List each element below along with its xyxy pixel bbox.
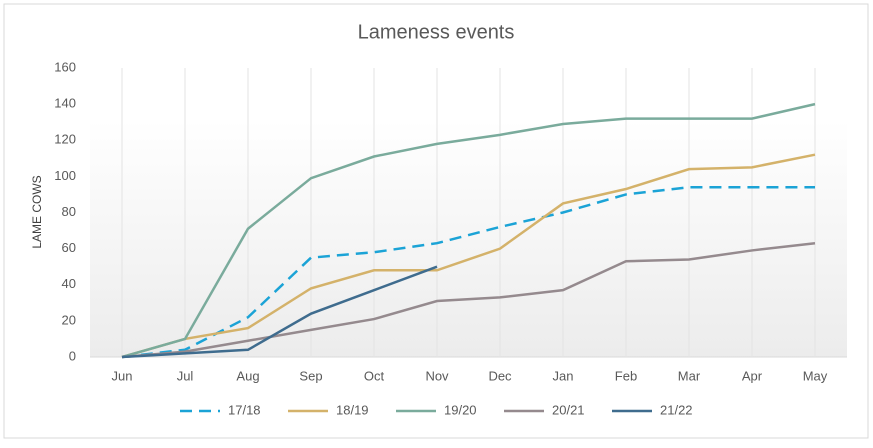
plot-background (90, 120, 847, 357)
legend-label: 21/22 (660, 402, 693, 417)
x-tick-label: Dec (488, 368, 512, 383)
y-tick-label: 100 (54, 168, 76, 183)
series-line (121, 241, 816, 359)
legend-label: 19/20 (444, 402, 477, 417)
y-tick-label: 40 (62, 276, 76, 291)
x-tick-label: Apr (742, 368, 763, 383)
x-tick-label: Aug (236, 368, 259, 383)
x-tick-label: May (803, 368, 828, 383)
x-tick-label: Jan (553, 368, 574, 383)
y-tick-label: 120 (54, 132, 76, 147)
series-line (121, 153, 816, 359)
y-tick-label: 80 (62, 204, 76, 219)
x-tick-label: Jun (112, 368, 133, 383)
x-tick-label: Feb (615, 368, 637, 383)
x-tick-label: Jul (177, 368, 194, 383)
x-tick-label: Oct (364, 368, 385, 383)
legend-label: 20/21 (552, 402, 585, 417)
x-tick-label: Mar (678, 368, 701, 383)
x-tick-label: Nov (425, 368, 449, 383)
legend-label: 18/19 (336, 402, 369, 417)
x-tick-label: Sep (299, 368, 322, 383)
series-line (121, 185, 815, 359)
y-tick-label: 60 (62, 240, 76, 255)
y-tick-label: 0 (69, 348, 76, 363)
y-tick-label: 140 (54, 96, 76, 111)
legend-label: 17/18 (228, 402, 261, 417)
series-line (121, 265, 438, 359)
chart-title: Lameness events (358, 21, 515, 43)
y-tick-label: 160 (54, 59, 76, 74)
y-axis-label: LAME COWS (30, 175, 44, 248)
series-line (121, 102, 816, 359)
y-tick-label: 20 (62, 312, 76, 327)
